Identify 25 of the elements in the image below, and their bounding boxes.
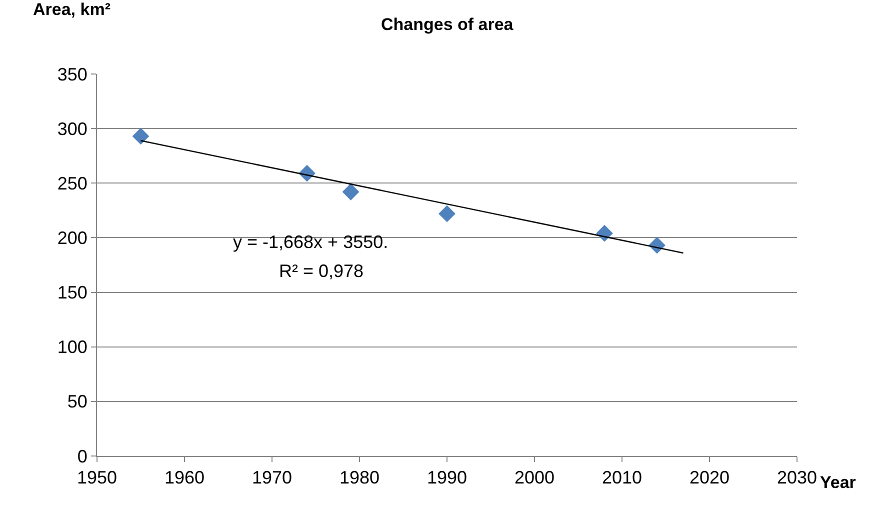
x-tick-label: 2010 — [602, 468, 642, 488]
y-tick-label: 0 — [77, 446, 88, 466]
point — [342, 183, 360, 200]
y-tick-label: 300 — [57, 118, 88, 139]
y-tick-label: 200 — [57, 228, 88, 248]
x-axis-title: Year — [820, 473, 856, 492]
annotation: y = -1,668x + 3550. — [233, 232, 388, 252]
y-tick-label: 350 — [57, 64, 88, 84]
x-tick-label: 1970 — [252, 468, 292, 488]
chart-title: Changes of area — [381, 15, 514, 34]
point — [438, 205, 456, 222]
x-tick-label: 2000 — [514, 468, 555, 488]
x-tick-label: 1950 — [76, 468, 118, 488]
x-tick-label: 1960 — [164, 468, 205, 488]
y-tick-label: 150 — [57, 282, 88, 303]
x-tick-label: 2030 — [776, 468, 818, 488]
y-tick-label: 100 — [57, 337, 88, 358]
point — [132, 128, 150, 145]
y-tick-label: 250 — [57, 173, 88, 194]
y-tick-label: 50 — [67, 392, 88, 412]
x-tick-label: 1990 — [426, 468, 468, 488]
y-axis-title: Area, km² — [33, 0, 111, 19]
x-tick-label: 2020 — [689, 468, 730, 488]
x-tick-label: 1980 — [339, 468, 380, 488]
annotation: R² = 0,978 — [279, 261, 364, 281]
